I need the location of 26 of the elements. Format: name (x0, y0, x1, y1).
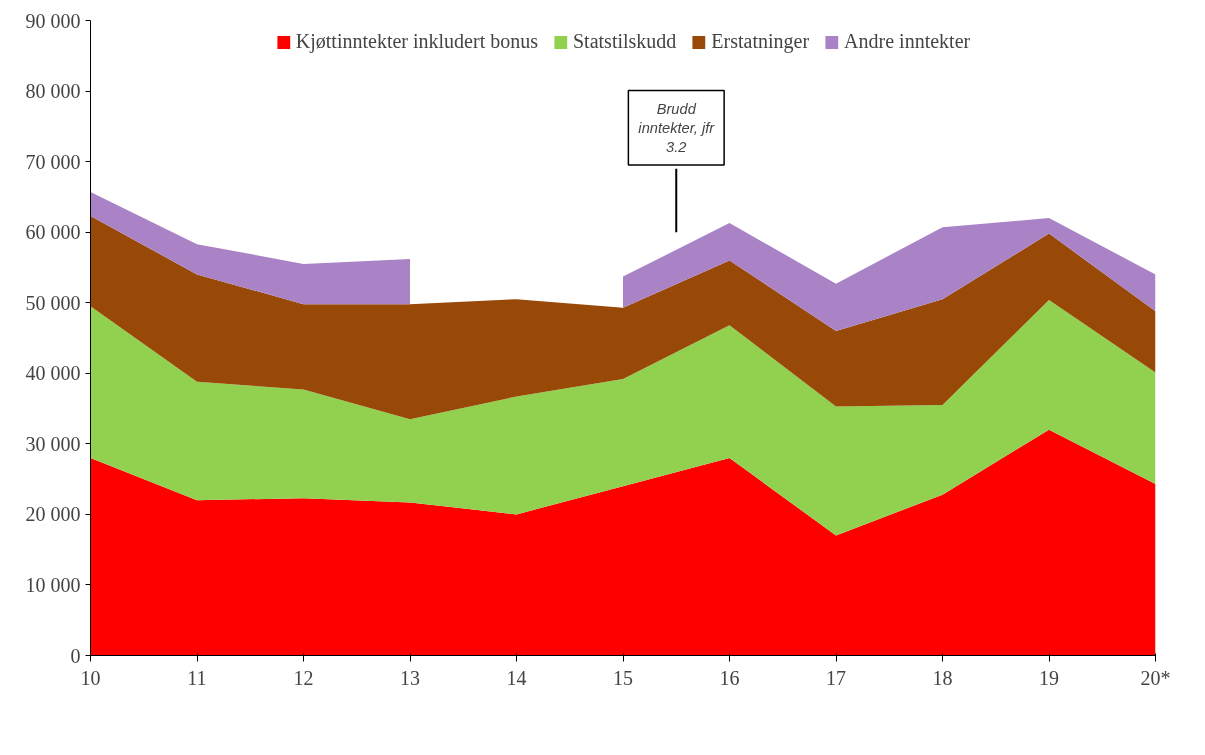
legend-label: Statstilskudd (573, 30, 677, 53)
y-tick-label: 20 000 (25, 503, 81, 526)
x-tick-label: 13 (400, 666, 420, 689)
x-tick-label: 18 (932, 666, 953, 689)
y-tick-label: 0 (70, 644, 81, 667)
y-tick-label: 50 000 (25, 291, 81, 314)
x-tick-label: 11 (187, 666, 207, 689)
legend-label: Kjøttinntekter inkludert bonus (295, 30, 538, 53)
x-tick-label: 17 (826, 666, 846, 689)
x-tick-label: 15 (613, 666, 633, 689)
legend-label: Erstatninger (711, 30, 810, 53)
x-tick-label: 16 (719, 666, 740, 689)
x-tick-label: 20* (1140, 666, 1171, 689)
y-tick-label: 90 000 (25, 9, 81, 32)
y-tick-label: 60 000 (25, 221, 81, 244)
x-tick-label: 12 (293, 666, 314, 689)
x-tick-label: 14 (506, 666, 527, 689)
x-tick-label: 10 (80, 666, 101, 689)
legend-label: Andre inntekter (844, 30, 971, 53)
annotation: Brudd inntekter, jfr 3.2 (638, 100, 716, 155)
y-tick-label: 30 000 (25, 432, 81, 455)
x-tick-label: 19 (1039, 666, 1059, 689)
y-tick-label: 70 000 (25, 150, 81, 173)
y-tick-label: 10 000 (25, 573, 81, 596)
y-tick-label: 40 000 (25, 362, 81, 385)
y-tick-label: 80 000 (25, 80, 81, 103)
